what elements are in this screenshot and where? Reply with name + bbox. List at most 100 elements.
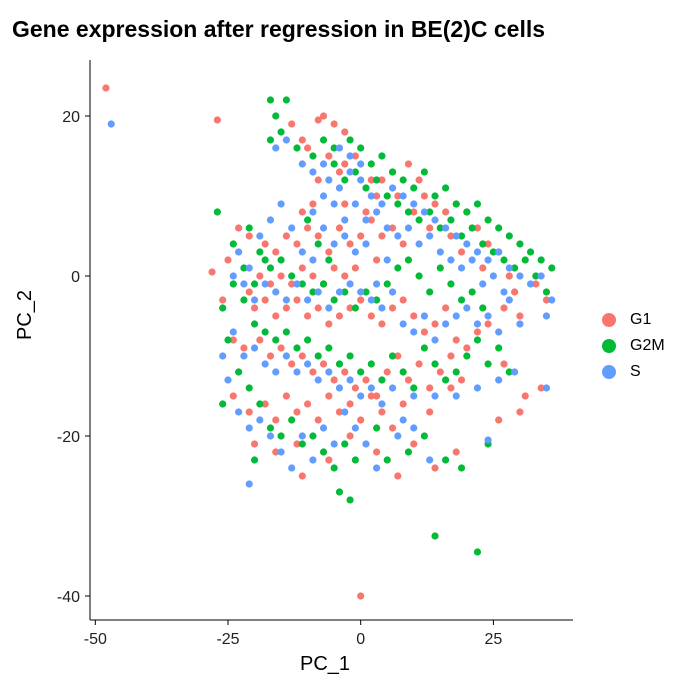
point-s [484, 312, 492, 320]
point-s [399, 192, 407, 200]
point-g1 [399, 296, 407, 304]
point-g1 [304, 312, 312, 320]
point-g1 [399, 400, 407, 408]
point-g2m [505, 368, 513, 376]
point-s [330, 240, 338, 248]
point-g1 [357, 232, 365, 240]
point-s [256, 416, 264, 424]
point-g2m [240, 296, 248, 304]
point-g2m [335, 488, 344, 496]
point-g2m [468, 288, 476, 296]
point-s [351, 200, 359, 208]
point-g1 [272, 448, 280, 456]
point-s [335, 384, 344, 392]
point-s [511, 368, 519, 376]
point-s [288, 464, 296, 472]
point-g1 [505, 272, 513, 280]
point-g1 [383, 368, 391, 376]
point-g2m [426, 288, 434, 296]
point-g1 [367, 312, 375, 320]
point-g1 [213, 116, 221, 124]
point-g1 [500, 304, 508, 312]
point-g1 [442, 208, 450, 216]
point-g2m [309, 152, 317, 160]
point-g1 [420, 192, 428, 200]
point-s [330, 440, 338, 448]
point-g2m [452, 200, 460, 208]
point-s [410, 392, 418, 400]
point-s [319, 224, 328, 232]
point-g2m [335, 360, 344, 368]
point-g1 [378, 232, 386, 240]
point-g1 [479, 264, 487, 272]
point-g1 [330, 120, 338, 128]
point-g1 [457, 376, 466, 384]
point-g1 [357, 296, 365, 304]
point-g1 [410, 208, 418, 216]
point-s [319, 424, 328, 432]
point-g1 [208, 268, 216, 276]
point-g2m [282, 96, 290, 104]
point-g2m [309, 288, 317, 296]
point-g1 [373, 448, 381, 456]
point-g1 [325, 456, 333, 464]
point-g2m [484, 216, 492, 224]
point-g1 [346, 400, 354, 408]
point-g1 [325, 152, 333, 160]
point-s [277, 200, 285, 208]
point-g2m [304, 336, 312, 344]
point-g1 [298, 136, 306, 144]
point-s [473, 248, 482, 256]
point-s [282, 296, 290, 304]
point-g2m [410, 184, 418, 192]
point-g2m [500, 256, 508, 264]
point-g1 [388, 304, 397, 312]
point-s [505, 264, 513, 272]
point-g1 [431, 320, 439, 328]
point-g2m [521, 256, 529, 264]
point-g1 [341, 200, 349, 208]
point-g1 [473, 328, 482, 336]
legend-swatch-g2m [602, 339, 616, 353]
point-s [325, 304, 333, 312]
point-g1 [516, 408, 524, 416]
point-s [272, 368, 280, 376]
point-s [362, 216, 370, 224]
point-g1 [341, 368, 349, 376]
point-g2m [319, 448, 328, 456]
point-g2m [250, 456, 259, 464]
point-s [431, 392, 439, 400]
point-s [452, 392, 460, 400]
point-s [367, 192, 375, 200]
y-tick-label: 0 [71, 269, 80, 286]
point-g2m [266, 96, 275, 104]
point-g1 [447, 352, 455, 360]
point-s [351, 248, 359, 256]
point-g1 [373, 392, 381, 400]
point-g2m [383, 456, 391, 464]
point-g1 [330, 376, 338, 384]
point-g1 [229, 336, 237, 344]
point-s [431, 216, 439, 224]
point-s [362, 240, 370, 248]
point-g2m [457, 296, 466, 304]
point-s [282, 136, 290, 144]
point-g2m [420, 432, 428, 440]
point-g2m [319, 280, 328, 288]
point-g2m [330, 464, 338, 472]
point-g1 [293, 440, 301, 448]
point-g1 [341, 160, 349, 168]
point-s [277, 448, 285, 456]
point-g1 [362, 208, 370, 216]
point-g2m [330, 160, 338, 168]
point-g1 [330, 264, 338, 272]
legend-item-s: S [598, 359, 665, 385]
point-g2m [325, 256, 333, 264]
point-g1 [378, 176, 386, 184]
point-s [495, 248, 503, 256]
point-g2m [378, 376, 386, 384]
point-g1 [314, 304, 322, 312]
point-s [452, 312, 460, 320]
point-g1 [288, 360, 296, 368]
point-s [319, 160, 328, 168]
